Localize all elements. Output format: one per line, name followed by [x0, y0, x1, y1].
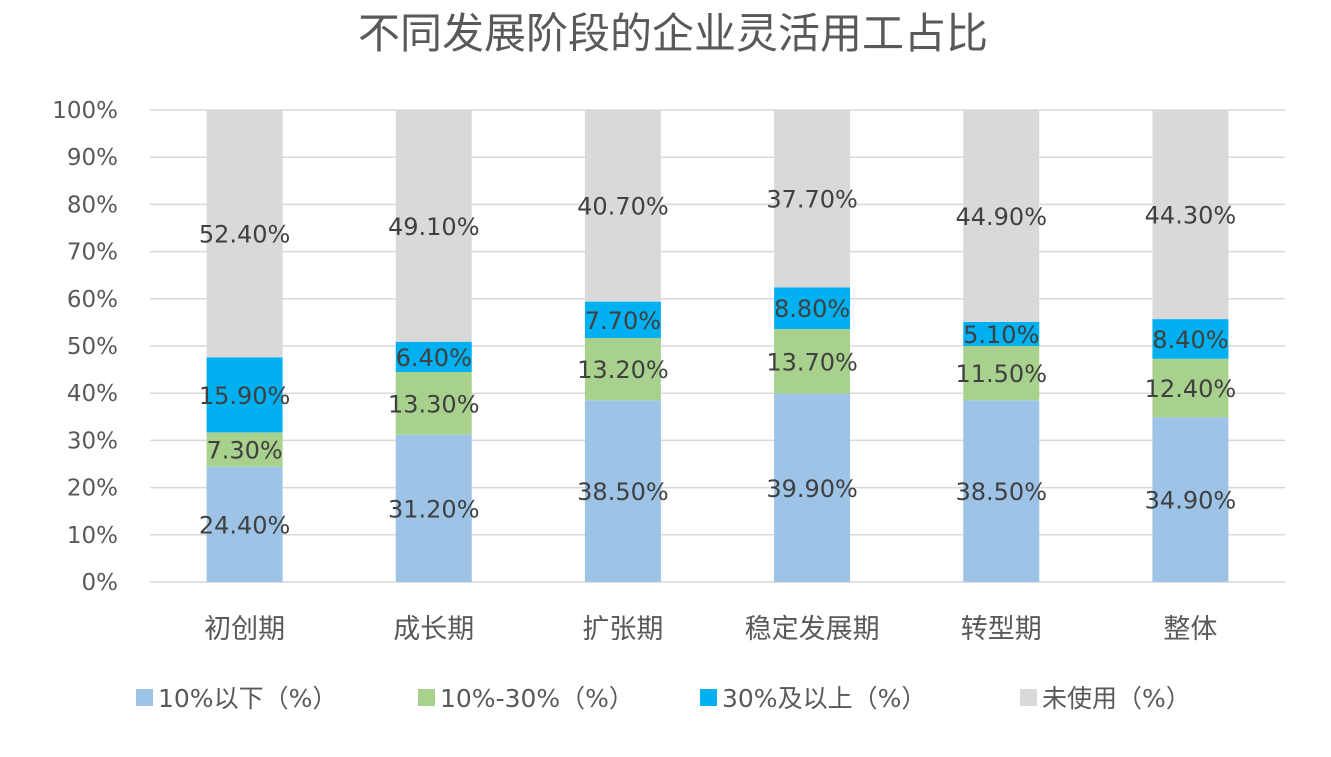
bar-segment-under-10pct — [584, 400, 661, 582]
data-label: 39.90% — [766, 475, 858, 503]
data-label: 12.40% — [1145, 375, 1237, 403]
x-tick-label: 整体 — [1163, 614, 1217, 645]
y-tick-label: 70% — [67, 240, 118, 266]
y-tick-label: 30% — [67, 428, 118, 454]
bar-segment-over-30pct — [395, 341, 472, 372]
bar-segment-over-30pct — [963, 321, 1040, 346]
data-label: 11.50% — [955, 360, 1047, 388]
bar-segment-unused — [395, 110, 472, 342]
chart-title: 不同发展阶段的企业灵活用工占比 — [358, 9, 988, 58]
legend-swatch-unused — [1020, 689, 1037, 706]
bar-segment-unused — [963, 110, 1040, 322]
data-label: 34.90% — [1145, 487, 1237, 515]
bar-segment-10-30pct — [963, 346, 1040, 401]
data-label: 52.40% — [199, 221, 291, 249]
data-label: 31.20% — [388, 495, 480, 523]
y-tick-label: 10% — [67, 523, 118, 549]
legend: 10%以下（%） 10%-30%（%） 30%及以上（%） 未使用（%） — [136, 684, 1191, 713]
bar-segment-over-30pct — [1152, 319, 1229, 359]
bar-segment-under-10pct — [1152, 417, 1229, 582]
x-tick-label: 扩张期 — [582, 614, 663, 645]
y-axis-tick-labels: 0% 10% 20% 30% 40% 50% 60% 70% 80% 90% 100% — [52, 98, 118, 596]
bar-segment-unused — [206, 110, 283, 358]
y-tick-label: 100% — [52, 98, 118, 124]
y-tick-label: 80% — [67, 192, 118, 218]
legend-label: 30%及以上（%） — [722, 684, 926, 713]
bar-segment-over-30pct — [206, 357, 283, 433]
bar-segment-10-30pct — [206, 432, 283, 467]
data-label: 7.30% — [206, 437, 282, 465]
y-tick-label: 60% — [67, 287, 118, 313]
data-label: 13.30% — [388, 390, 480, 418]
x-tick-label: 转型期 — [961, 614, 1042, 645]
bar-segment-10-30pct — [774, 329, 851, 394]
bar-segment-under-10pct — [774, 393, 851, 582]
legend-swatch-under-10pct — [136, 689, 153, 706]
data-label: 44.30% — [1145, 202, 1237, 230]
data-label: 15.90% — [199, 382, 291, 410]
bar-segment-10-30pct — [395, 371, 472, 435]
x-tick-label: 成长期 — [393, 614, 474, 645]
bars — [206, 109, 1229, 582]
data-label: 8.80% — [774, 295, 850, 323]
bar-segment-over-30pct — [584, 301, 661, 338]
data-label: 13.70% — [766, 348, 858, 376]
data-label: 13.20% — [577, 356, 669, 384]
data-label: 7.70% — [585, 307, 661, 335]
bar-segment-10-30pct — [1152, 358, 1229, 418]
data-label: 44.90% — [955, 203, 1047, 231]
data-labels: 24.40% 7.30% 15.90% 52.40% 31.20% 13.30% 6.40%… — [199, 186, 1236, 540]
data-label: 6.40% — [396, 344, 472, 372]
legend-label: 10%以下（%） — [158, 684, 337, 713]
bar-segment-under-10pct — [206, 466, 283, 582]
bar-segment-over-30pct — [774, 287, 851, 330]
bar-segment-under-10pct — [395, 434, 472, 582]
y-tick-label: 50% — [67, 334, 118, 360]
x-axis-tick-labels: 初创期 成长期 扩张期 稳定发展期 转型期 整体 — [204, 614, 1217, 645]
legend-label: 未使用（%） — [1042, 684, 1191, 713]
y-tick-label: 90% — [67, 145, 118, 171]
bar-segment-10-30pct — [584, 337, 661, 401]
gridlines — [150, 109, 1285, 583]
data-label: 24.40% — [199, 511, 291, 539]
x-tick-label: 初创期 — [204, 614, 285, 645]
legend-label: 10%-30%（%） — [440, 684, 634, 713]
data-label: 38.50% — [577, 478, 669, 506]
data-label: 37.70% — [766, 186, 858, 214]
data-label: 49.10% — [388, 213, 480, 241]
data-label: 8.40% — [1152, 326, 1228, 354]
bar-segment-unused — [1152, 110, 1229, 320]
bar-segment-under-10pct — [963, 400, 1040, 582]
y-tick-label: 20% — [67, 476, 118, 502]
y-tick-label: 0% — [82, 570, 119, 596]
data-label: 5.10% — [963, 321, 1039, 349]
legend-swatch-over-30pct — [700, 689, 717, 706]
data-label: 38.50% — [955, 478, 1047, 506]
data-label: 40.70% — [577, 193, 669, 221]
bar-segment-unused — [584, 109, 661, 302]
y-tick-label: 40% — [67, 381, 118, 407]
bar-segment-unused — [774, 109, 851, 288]
x-tick-label: 稳定发展期 — [745, 614, 880, 645]
legend-swatch-10-30pct — [418, 689, 435, 706]
